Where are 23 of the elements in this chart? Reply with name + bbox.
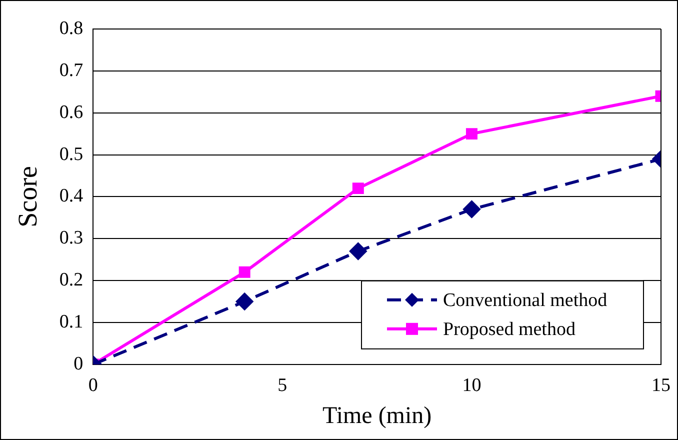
x-tick-label: 5 xyxy=(278,374,288,396)
x-tick-label: 15 xyxy=(652,374,670,396)
y-tick-label: 0.4 xyxy=(59,186,84,207)
y-tick-label: 0.2 xyxy=(59,270,84,291)
y-tick-label: 0.7 xyxy=(59,60,84,81)
y-tick-label: 0.5 xyxy=(59,144,84,165)
x-tick-label: 0 xyxy=(88,374,98,396)
y-tick-label: 0.6 xyxy=(59,102,84,123)
y-axis-title: Score xyxy=(12,166,42,228)
legend-label: Conventional method xyxy=(443,290,608,311)
x-axis-title: Time (min) xyxy=(322,402,432,429)
point xyxy=(236,293,254,310)
y-tick-label: 0 xyxy=(74,353,84,374)
legend-label: Proposed method xyxy=(443,318,576,340)
point xyxy=(350,242,367,260)
point xyxy=(463,200,480,218)
x-tick-label: 10 xyxy=(462,374,482,396)
point xyxy=(238,266,250,278)
point xyxy=(466,128,478,140)
y-tick-label: 0.1 xyxy=(59,311,84,332)
point xyxy=(352,182,364,194)
y-tick-label: 0.8 xyxy=(59,18,84,39)
y-tick-label: 0.3 xyxy=(59,228,84,249)
